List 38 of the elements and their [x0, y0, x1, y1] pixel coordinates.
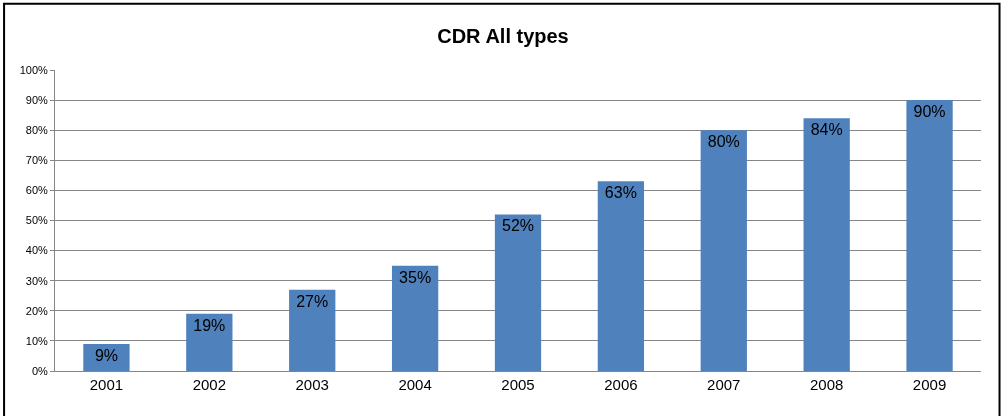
x-tick-label: 2009 [912, 376, 947, 393]
x-tick-label: 2005 [501, 376, 535, 393]
bar [906, 100, 953, 371]
x-tick-label: 2006 [604, 376, 638, 393]
y-tick-label: 10% [25, 334, 48, 347]
y-tick-label: 100% [19, 63, 49, 76]
data-label: 19% [193, 316, 226, 334]
data-label: 52% [501, 217, 535, 235]
bar [289, 289, 336, 371]
data-label: 35% [399, 268, 432, 286]
x-tick-label: 2004 [398, 376, 432, 393]
x-tick-label: 2007 [707, 376, 741, 393]
x-tick-label: 2008 [809, 376, 844, 393]
x-tick-label: 2001 [89, 376, 124, 393]
data-label: 80% [707, 133, 740, 151]
y-tick-label: 60% [25, 184, 48, 197]
data-label: 27% [296, 292, 329, 310]
data-label: 84% [810, 121, 843, 139]
y-tick-label: 20% [25, 304, 48, 317]
y-tick-label: 80% [25, 124, 48, 137]
bar [391, 265, 439, 371]
y-tick-label: 50% [25, 214, 48, 227]
y-tick-label: 90% [25, 93, 48, 106]
bar [700, 130, 747, 371]
data-label: 90% [913, 103, 946, 121]
y-tick-label: 40% [25, 244, 48, 257]
y-tick-label: 70% [25, 154, 48, 167]
bar [597, 181, 645, 371]
data-label: 63% [604, 184, 637, 202]
chart-title: CDR All types [437, 25, 569, 48]
bar [803, 118, 850, 371]
data-label: 9% [94, 346, 118, 364]
y-tick-label: 0% [31, 364, 49, 377]
bar [186, 313, 233, 371]
x-tick-label: 2002 [192, 376, 227, 393]
y-tick-label: 30% [25, 274, 48, 287]
bar [494, 214, 542, 371]
x-tick-label: 2003 [295, 376, 329, 393]
